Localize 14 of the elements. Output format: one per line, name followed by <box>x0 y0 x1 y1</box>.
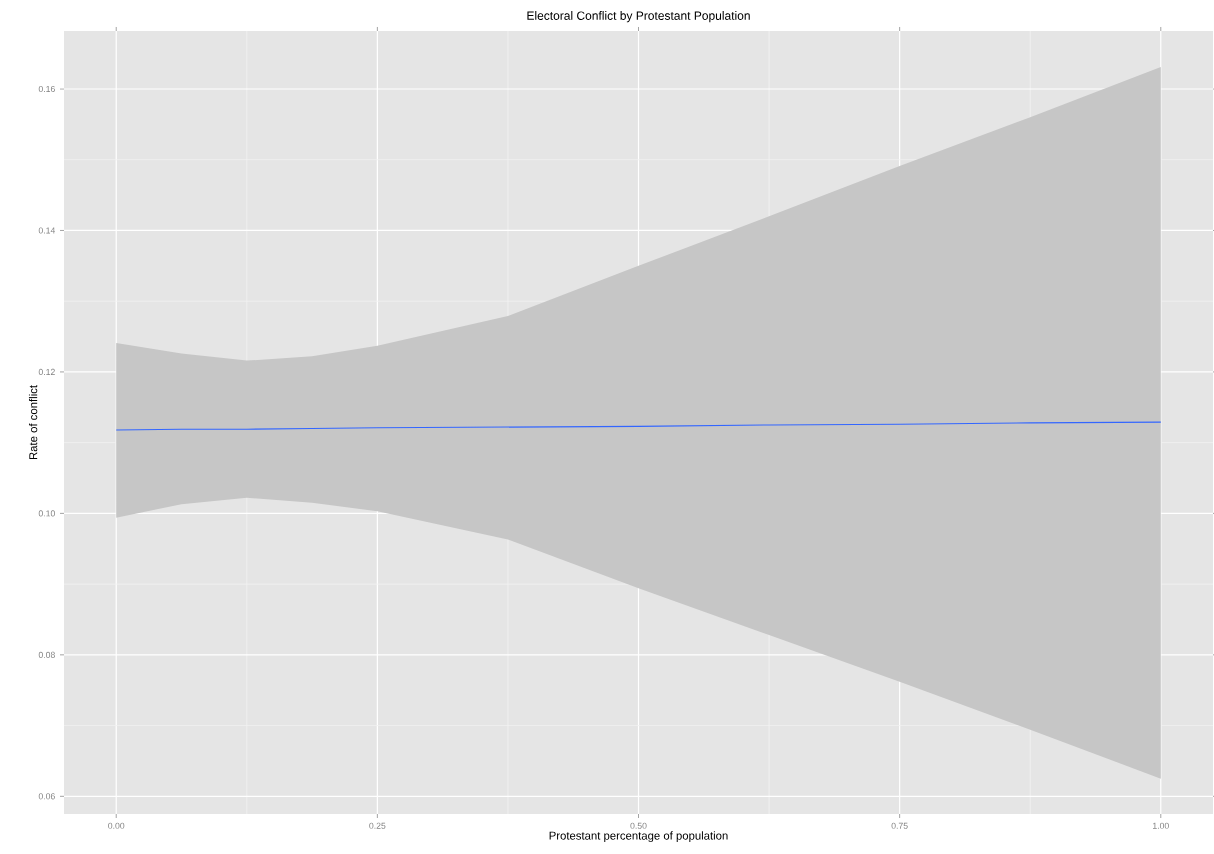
x-tick-label: 1.00 <box>1153 822 1169 829</box>
x-axis-title: Protestant percentage of population <box>549 831 728 842</box>
y-tick-label: 0.08 <box>38 651 55 658</box>
y-tick-label: 0.12 <box>38 368 55 375</box>
chart-title: Electoral Conflict by Protestant Population <box>527 11 750 23</box>
y-tick-label: 0.10 <box>38 510 55 517</box>
y-axis-title: Rate of conflict <box>28 385 38 460</box>
x-tick-label: 0.00 <box>108 822 125 829</box>
y-tick-label: 0.16 <box>38 85 55 93</box>
y-tick-label: 0.06 <box>38 793 55 800</box>
x-tick-label: 0.50 <box>630 822 647 829</box>
y-tick-label: 0.14 <box>38 227 56 234</box>
x-tick-label: 0.25 <box>369 822 386 829</box>
x-tick-label: 0.75 <box>891 822 908 829</box>
